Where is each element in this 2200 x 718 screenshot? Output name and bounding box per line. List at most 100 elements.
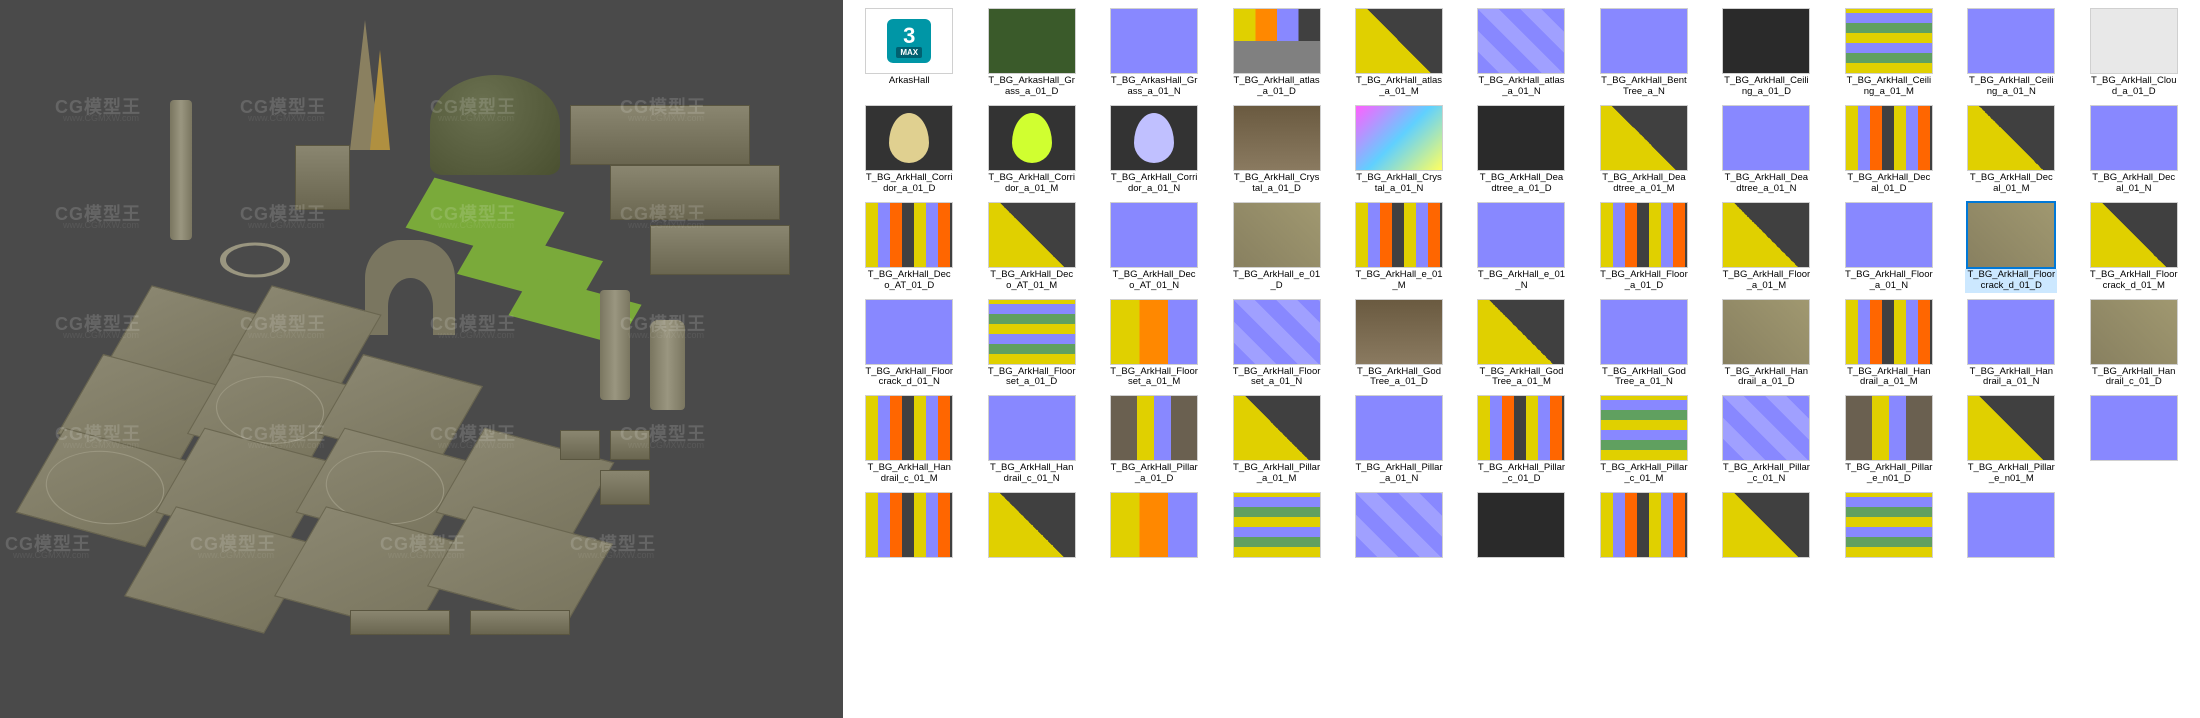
texture-thumbnail[interactable]: T_BG_ArkHall_atlas_a_01_M: [1341, 8, 1457, 99]
texture-thumbnail[interactable]: [1341, 492, 1457, 561]
texture-preview: [988, 105, 1076, 171]
texture-thumbnail[interactable]: T_BG_ArkHall_Floor_a_01_N: [1831, 202, 1947, 293]
texture-thumbnail[interactable]: T_BG_ArkHall_Deadtree_a_01_D: [1463, 105, 1579, 196]
texture-preview: [1600, 395, 1688, 461]
thumbnail-label: T_BG_ArkHall_Handrail_c_01_M: [863, 462, 955, 486]
texture-thumbnail[interactable]: T_BG_ArkHall_e_01_N: [1463, 202, 1579, 293]
texture-thumbnail[interactable]: T_BG_ArkHall_Ceiling_a_01_D: [1708, 8, 1824, 99]
texture-thumbnail[interactable]: T_BG_ArkasHall_Grass_a_01_N: [1096, 8, 1212, 99]
texture-thumbnail[interactable]: T_BG_ArkHall_e_01_M: [1341, 202, 1457, 293]
thumbnail-label: T_BG_ArkHall_Deco_AT_01_N: [1108, 269, 1200, 293]
texture-preview: [1967, 105, 2055, 171]
texture-thumbnail[interactable]: T_BG_ArkHall_Corridor_a_01_N: [1096, 105, 1212, 196]
texture-thumbnail[interactable]: T_BG_ArkHall_atlas_a_01_D: [1218, 8, 1334, 99]
thumbnail-label: T_BG_ArkHall_GodTree_a_01_N: [1598, 366, 1690, 390]
texture-preview: [1967, 395, 2055, 461]
texture-thumbnail[interactable]: T_BG_ArkHall_Pillar_a_01_N: [1341, 395, 1457, 486]
texture-thumbnail[interactable]: [1096, 492, 1212, 561]
thumbnail-label: T_BG_ArkHall_Pillar_a_01_N: [1353, 462, 1445, 486]
texture-thumbnail[interactable]: T_BG_ArkHall_Crystal_a_01_D: [1218, 105, 1334, 196]
texture-preview: [1967, 492, 2055, 558]
texture-thumbnail[interactable]: T_BG_ArkHall_Decal_01_M: [1953, 105, 2069, 196]
texture-thumbnail[interactable]: T_BG_ArkHall_Pillar_a_01_M: [1218, 395, 1334, 486]
texture-preview: [1233, 395, 1321, 461]
thumbnail-label: [2132, 462, 2136, 464]
texture-thumbnail[interactable]: T_BG_ArkHall_Handrail_c_01_D: [2076, 299, 2192, 390]
texture-thumbnail[interactable]: T_BG_ArkasHall_Grass_a_01_D: [973, 8, 1089, 99]
texture-preview: [2090, 299, 2178, 365]
texture-thumbnail[interactable]: T_BG_ArkHall_Pillar_c_01_N: [1708, 395, 1824, 486]
thumbnail-label: [1275, 559, 1279, 561]
texture-thumbnail[interactable]: T_BG_ArkHall_Ceiling_a_01_N: [1953, 8, 2069, 99]
texture-thumbnail[interactable]: T_BG_ArkHall_Handrail_a_01_M: [1831, 299, 1947, 390]
texture-thumbnail[interactable]: T_BG_ArkHall_Floorcrack_d_01_D: [1953, 202, 2069, 293]
3d-viewport[interactable]: CG模型王www.CGMXW.comCG模型王www.CGMXW.comCG模型…: [0, 0, 843, 718]
texture-thumbnail[interactable]: T_BG_ArkHall_Deadtree_a_01_N: [1708, 105, 1824, 196]
texture-thumbnail[interactable]: T_BG_ArkHall_Floorcrack_d_01_N: [851, 299, 967, 390]
texture-thumbnail[interactable]: T_BG_ArkHall_GodTree_a_01_N: [1586, 299, 1702, 390]
texture-preview: [988, 492, 1076, 558]
texture-thumbnail[interactable]: T_BG_ArkHall_Floorset_a_01_D: [973, 299, 1089, 390]
asset-small: [610, 430, 650, 460]
texture-preview: [1477, 8, 1565, 74]
texture-thumbnail[interactable]: T_BG_ArkHall_Floorset_a_01_N: [1218, 299, 1334, 390]
texture-thumbnail[interactable]: T_BG_ArkHall_GodTree_a_01_M: [1463, 299, 1579, 390]
texture-thumbnail[interactable]: T_BG_ArkHall_Pillar_a_01_D: [1096, 395, 1212, 486]
thumbnail-label: T_BG_ArkHall_Floorset_a_01_M: [1108, 366, 1200, 390]
texture-thumbnail[interactable]: T_BG_ArkHall_Floorcrack_d_01_M: [2076, 202, 2192, 293]
texture-thumbnail[interactable]: T_BG_ArkHall_Handrail_c_01_N: [973, 395, 1089, 486]
texture-thumbnail[interactable]: T_BG_ArkHall_Crystal_a_01_N: [1341, 105, 1457, 196]
texture-thumbnail[interactable]: T_BG_ArkHall_Handrail_c_01_M: [851, 395, 967, 486]
texture-thumbnail[interactable]: [1586, 492, 1702, 561]
texture-thumbnail[interactable]: T_BG_ArkHall_Floor_a_01_M: [1708, 202, 1824, 293]
thumbnail-label: [1764, 559, 1768, 561]
texture-thumbnail[interactable]: T_BG_ArkHall_Pillar_e_n01_M: [1953, 395, 2069, 486]
texture-thumbnail[interactable]: T_BG_ArkHall_Corridor_a_01_D: [851, 105, 967, 196]
texture-preview: [2090, 202, 2178, 268]
texture-thumbnail[interactable]: T_BG_ArkHall_Pillar_e_n01_D: [1831, 395, 1947, 486]
thumbnail-label: [1642, 559, 1646, 561]
texture-thumbnail[interactable]: [1218, 492, 1334, 561]
texture-preview: [1477, 395, 1565, 461]
texture-browser[interactable]: 3MAXArkasHallT_BG_ArkasHall_Grass_a_01_D…: [843, 0, 2200, 718]
asset-wall: [650, 225, 790, 275]
texture-thumbnail[interactable]: 3MAXArkasHall: [851, 8, 967, 99]
texture-thumbnail[interactable]: T_BG_ArkHall_Decal_01_N: [2076, 105, 2192, 196]
texture-thumbnail[interactable]: T_BG_ArkHall_e_01_D: [1218, 202, 1334, 293]
texture-thumbnail[interactable]: [1831, 492, 1947, 561]
texture-thumbnail[interactable]: T_BG_ArkHall_Handrail_a_01_N: [1953, 299, 2069, 390]
texture-preview: [1600, 299, 1688, 365]
thumbnail-label: T_BG_ArkHall_GodTree_a_01_D: [1353, 366, 1445, 390]
texture-thumbnail[interactable]: T_BG_ArkHall_Pillar_c_01_D: [1463, 395, 1579, 486]
texture-thumbnail[interactable]: T_BG_ArkHall_Pillar_c_01_M: [1586, 395, 1702, 486]
thumbnail-label: T_BG_ArkHall_Pillar_c_01_D: [1475, 462, 1567, 486]
texture-thumbnail[interactable]: [1708, 492, 1824, 561]
texture-thumbnail[interactable]: [973, 492, 1089, 561]
texture-thumbnail[interactable]: T_BG_ArkHall_Deco_AT_01_M: [973, 202, 1089, 293]
texture-preview: [1600, 202, 1688, 268]
asset-arch: [365, 240, 455, 335]
texture-preview: [2090, 8, 2178, 74]
texture-preview: [1722, 395, 1810, 461]
texture-thumbnail[interactable]: T_BG_ArkHall_Floorset_a_01_M: [1096, 299, 1212, 390]
texture-thumbnail[interactable]: T_BG_ArkHall_Cloud_a_01_D: [2076, 8, 2192, 99]
texture-thumbnail[interactable]: [2076, 395, 2192, 486]
texture-thumbnail[interactable]: T_BG_ArkHall_BentTree_a_N: [1586, 8, 1702, 99]
texture-thumbnail[interactable]: T_BG_ArkHall_atlas_a_01_N: [1463, 8, 1579, 99]
texture-thumbnail[interactable]: T_BG_ArkHall_Handrail_a_01_D: [1708, 299, 1824, 390]
texture-preview: [1722, 105, 1810, 171]
texture-thumbnail[interactable]: T_BG_ArkHall_Decal_01_D: [1831, 105, 1947, 196]
texture-thumbnail[interactable]: T_BG_ArkHall_Corridor_a_01_M: [973, 105, 1089, 196]
texture-thumbnail[interactable]: T_BG_ArkHall_Deco_AT_01_N: [1096, 202, 1212, 293]
texture-thumbnail[interactable]: [851, 492, 967, 561]
texture-preview: [865, 299, 953, 365]
texture-thumbnail[interactable]: T_BG_ArkHall_Floor_a_01_D: [1586, 202, 1702, 293]
texture-thumbnail[interactable]: T_BG_ArkHall_GodTree_a_01_D: [1341, 299, 1457, 390]
texture-thumbnail[interactable]: [1463, 492, 1579, 561]
thumbnail-label: T_BG_ArkHall_Pillar_e_n01_M: [1965, 462, 2057, 486]
texture-preview: [1355, 395, 1443, 461]
texture-thumbnail[interactable]: T_BG_ArkHall_Deco_AT_01_D: [851, 202, 967, 293]
texture-thumbnail[interactable]: T_BG_ArkHall_Deadtree_a_01_M: [1586, 105, 1702, 196]
texture-thumbnail[interactable]: T_BG_ArkHall_Ceiling_a_01_M: [1831, 8, 1947, 99]
texture-thumbnail[interactable]: [1953, 492, 2069, 561]
